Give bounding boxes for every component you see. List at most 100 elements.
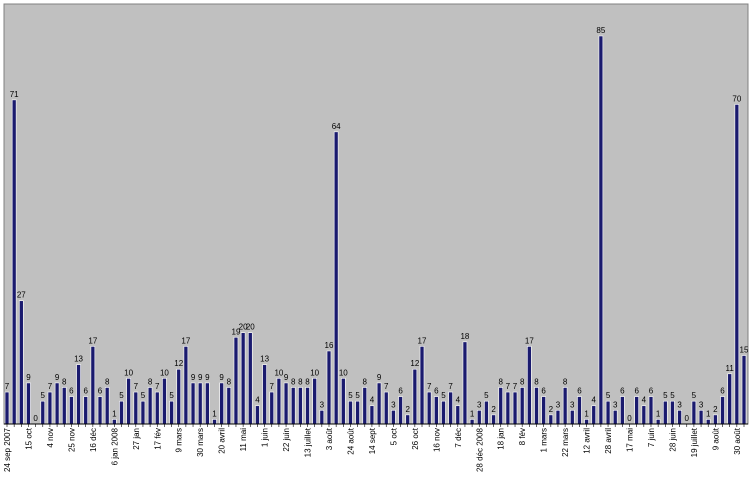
- data-label-44: 3: [320, 400, 325, 409]
- bar-7: [54, 382, 60, 425]
- data-label-97: 3: [699, 400, 704, 409]
- data-label-37: 7: [270, 382, 275, 391]
- bar-30: [219, 382, 224, 425]
- bar-75: [541, 396, 546, 425]
- data-label-70: 7: [506, 382, 511, 391]
- data-label-11: 6: [83, 387, 88, 396]
- bar-23: [169, 400, 174, 425]
- bar-3: [26, 382, 31, 425]
- data-label-53: 7: [384, 382, 389, 391]
- data-label-9: 6: [69, 387, 74, 396]
- data-label-94: 3: [677, 400, 682, 409]
- bar-28: [205, 382, 210, 425]
- x-tick-label-5: 6 jan 2008: [110, 427, 119, 465]
- data-label-90: 6: [649, 387, 654, 396]
- bar-40: [290, 387, 296, 425]
- bar-24: [176, 368, 181, 425]
- x-tick-label-1: 15 oct: [24, 427, 33, 450]
- bar-85: [612, 409, 618, 425]
- data-label-25: 17: [181, 336, 190, 345]
- data-label-72: 8: [520, 377, 525, 386]
- bar-84: [605, 400, 611, 425]
- bar-79: [569, 409, 575, 425]
- bar-74: [534, 387, 539, 425]
- bar-19: [140, 400, 146, 425]
- bar-96: [691, 400, 697, 425]
- data-label-75: 6: [541, 387, 546, 396]
- data-label-89: 4: [642, 396, 647, 405]
- bar-6: [47, 391, 53, 425]
- bar-8: [61, 387, 67, 425]
- x-tick-label-31: 28 juin: [668, 428, 677, 452]
- bar-29: [212, 419, 217, 425]
- data-label-83: 85: [596, 26, 605, 35]
- x-tick-label-2: 4 nov: [46, 428, 55, 448]
- data-label-68: 2: [491, 405, 496, 414]
- x-tick-label-12: 1 juin: [261, 428, 270, 447]
- bar-52: [376, 382, 382, 425]
- bar-72: [519, 387, 525, 425]
- bar-98: [705, 419, 711, 425]
- bar-35: [255, 405, 260, 425]
- data-label-46: 64: [332, 122, 341, 131]
- data-label-48: 5: [348, 391, 353, 400]
- x-tick-label-14: 13 juillet: [304, 427, 313, 457]
- data-label-32: 19: [232, 327, 241, 336]
- x-tick-label-0: 24 sep 2007: [3, 427, 12, 472]
- x-tick-label-26: 22 mars: [561, 428, 570, 457]
- bar-45: [326, 350, 332, 425]
- data-label-5: 5: [41, 391, 46, 400]
- data-label-22: 10: [160, 368, 169, 377]
- bar-66: [476, 409, 482, 425]
- data-label-78: 8: [563, 377, 568, 386]
- data-label-41: 8: [298, 377, 303, 386]
- bar-53: [383, 391, 389, 425]
- data-label-93: 5: [670, 391, 675, 400]
- bar-101: [727, 373, 732, 425]
- bar-31: [226, 387, 232, 425]
- bar-18: [133, 391, 139, 425]
- data-label-87: 0: [627, 414, 632, 423]
- data-label-12: 17: [88, 336, 97, 345]
- x-tick-label-8: 9 mars: [175, 428, 184, 452]
- bar-44: [319, 409, 325, 425]
- bar-20: [147, 387, 153, 425]
- bar-80: [577, 396, 582, 425]
- data-label-85: 3: [613, 400, 618, 409]
- data-label-98: 1: [706, 409, 711, 418]
- bar-100: [720, 396, 725, 425]
- data-label-43: 10: [310, 368, 319, 377]
- bar-34: [248, 332, 253, 425]
- x-tick-label-3: 25 nov: [67, 428, 76, 452]
- bar-17: [126, 378, 131, 425]
- x-tick-label-28: 28 avril: [604, 428, 613, 454]
- data-label-10: 13: [74, 355, 83, 364]
- bar-88: [634, 396, 639, 425]
- x-tick-label-30: 7 juin: [647, 428, 656, 447]
- data-label-100: 6: [720, 387, 725, 396]
- x-tick-label-17: 14 sept: [368, 427, 377, 454]
- bar-11: [83, 396, 88, 425]
- data-label-34: 20: [246, 323, 255, 332]
- bar-76: [548, 414, 554, 425]
- bar-86: [620, 396, 625, 425]
- x-tick-label-11: 11 mai: [239, 428, 248, 452]
- data-label-80: 6: [577, 387, 582, 396]
- data-label-82: 4: [592, 396, 597, 405]
- bar-103: [741, 355, 747, 425]
- data-label-23: 5: [169, 391, 174, 400]
- data-label-59: 7: [427, 382, 432, 391]
- bar-42: [305, 387, 310, 425]
- bar-16: [119, 400, 124, 425]
- data-label-19: 5: [141, 391, 146, 400]
- bar-43: [312, 378, 317, 425]
- bar-55: [398, 396, 403, 425]
- data-label-7: 9: [55, 373, 60, 382]
- bar-99: [713, 414, 718, 425]
- bar-59: [426, 391, 432, 425]
- data-label-91: 1: [656, 409, 661, 418]
- bar-82: [591, 405, 597, 425]
- data-label-73: 17: [525, 336, 534, 345]
- bar-89: [641, 405, 647, 425]
- data-label-47: 10: [339, 368, 348, 377]
